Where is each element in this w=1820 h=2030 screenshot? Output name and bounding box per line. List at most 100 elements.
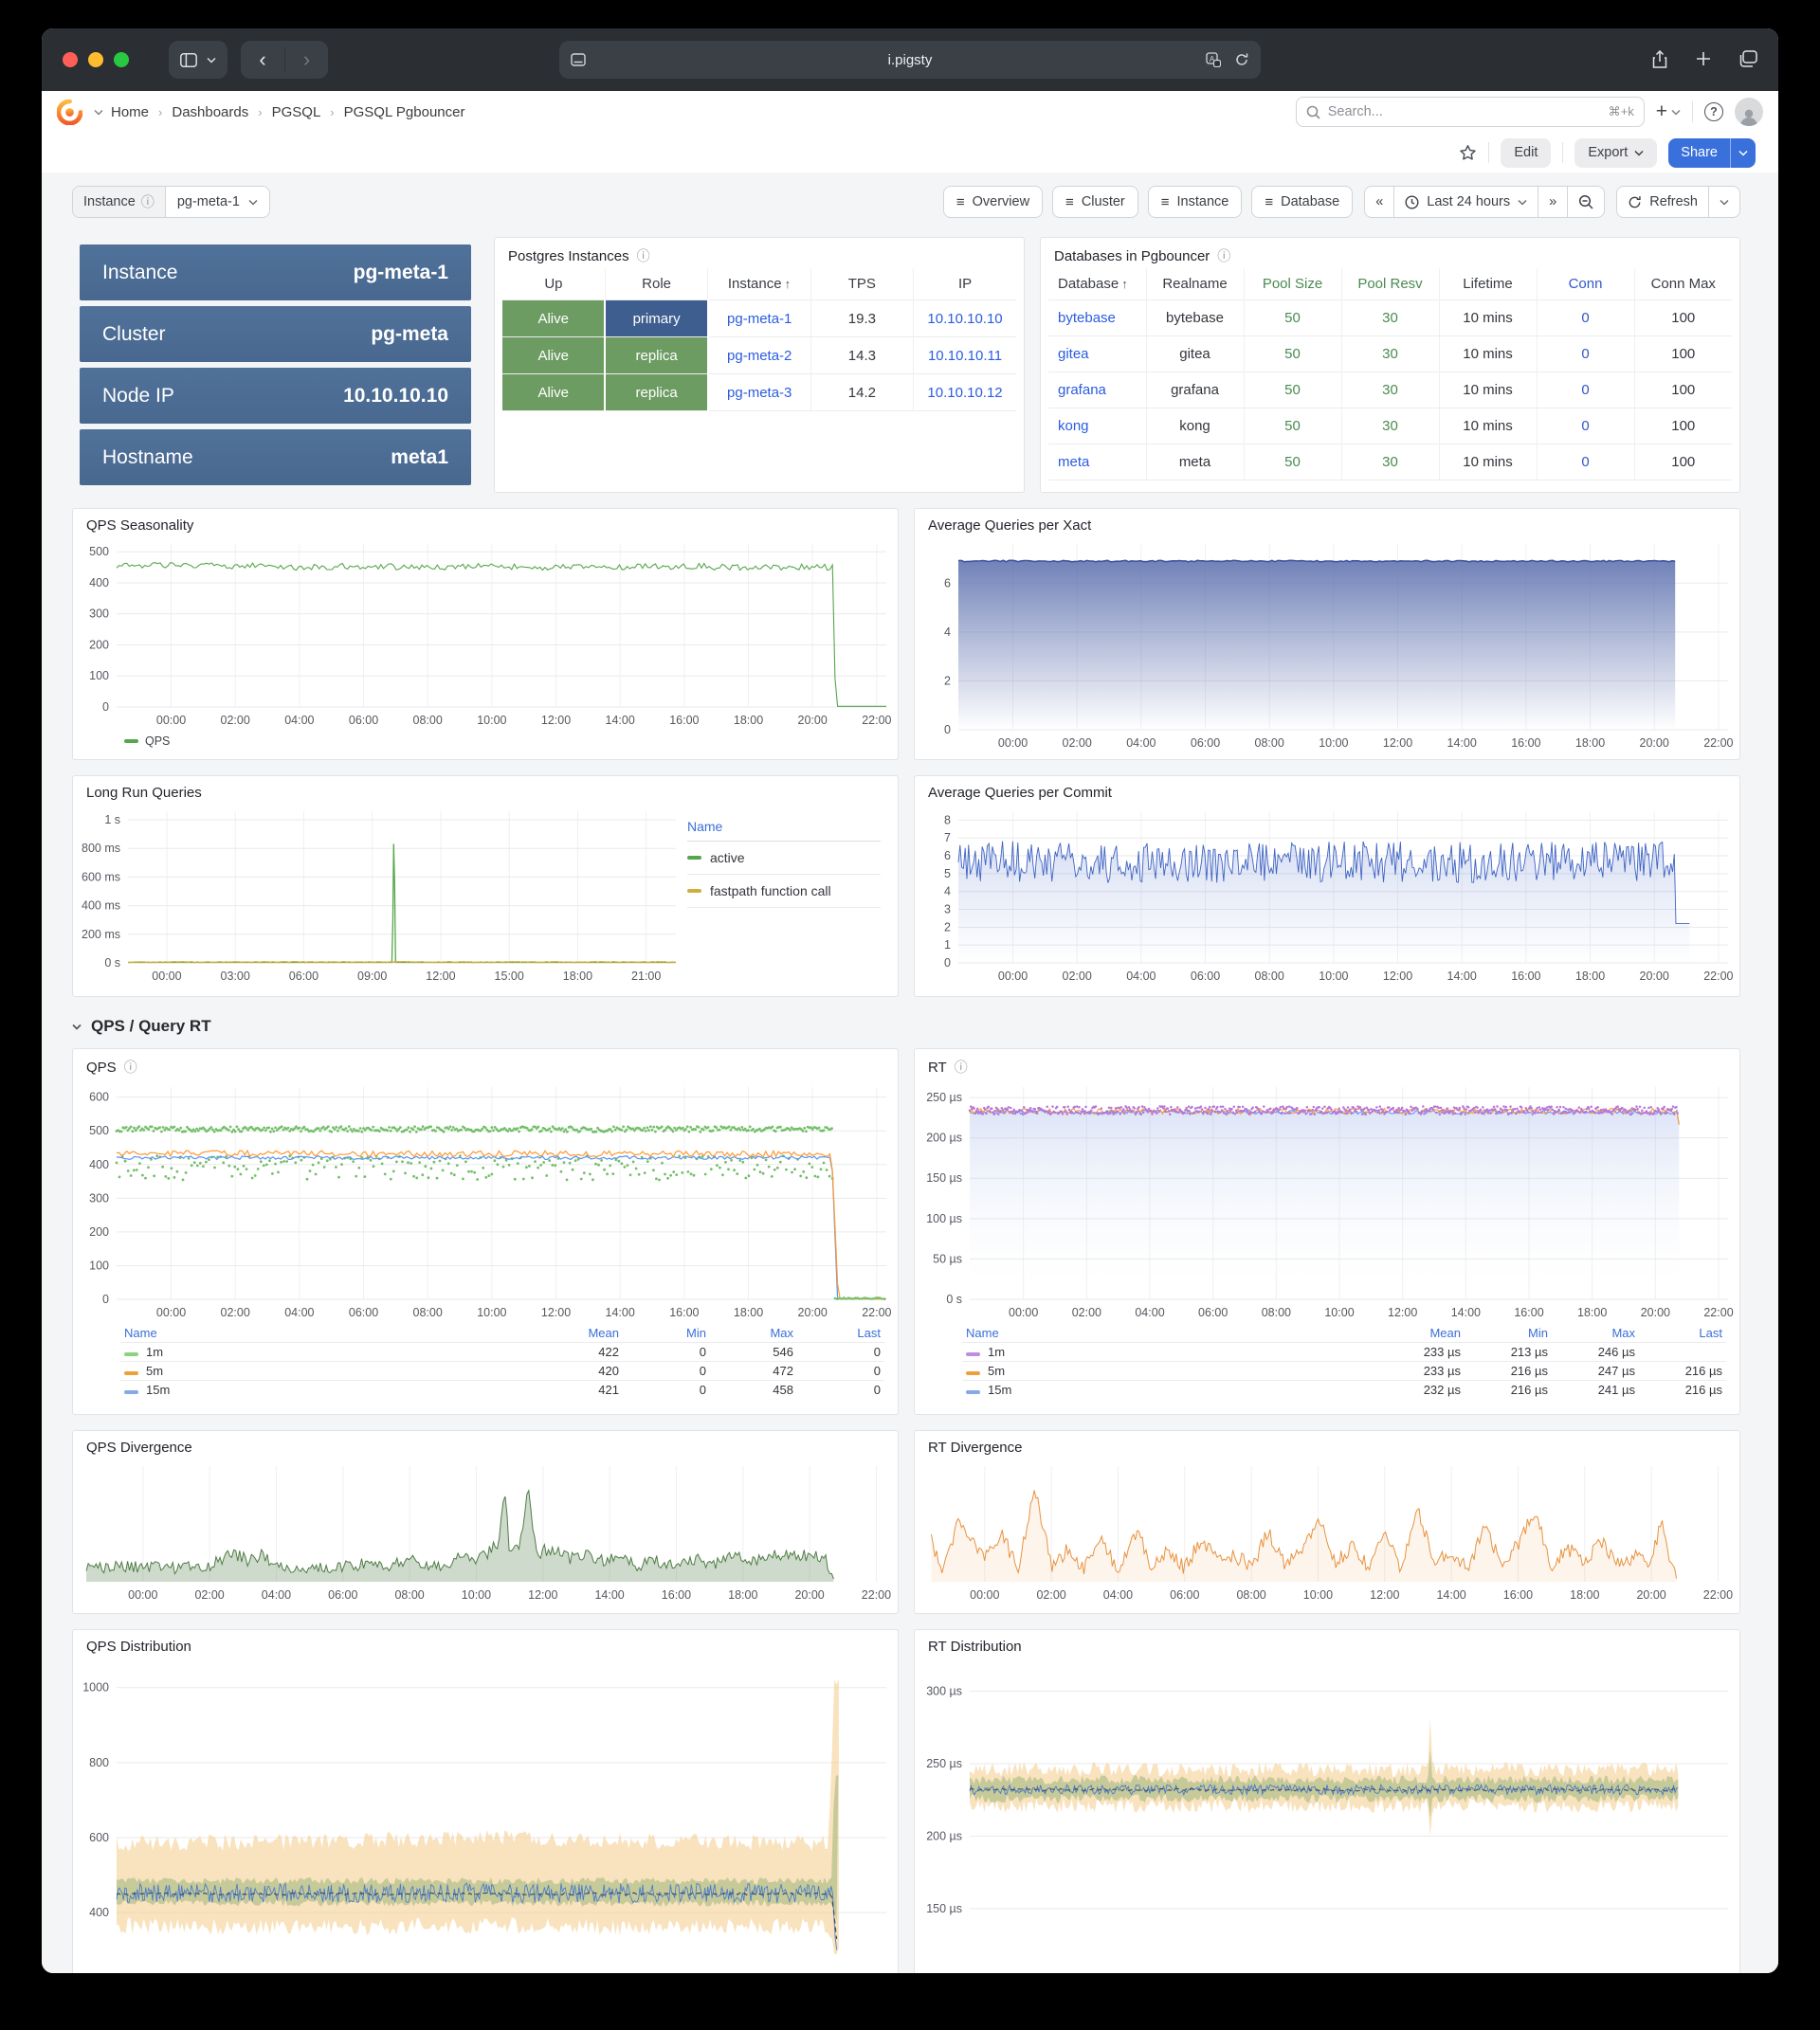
panel-title[interactable]: Average Queries per Xact <box>928 517 1092 534</box>
legend-column-header[interactable]: Mean <box>588 1326 619 1340</box>
export-button[interactable]: Export <box>1574 137 1658 168</box>
table-link[interactable]: 10.10.10.12 <box>927 384 1003 401</box>
legend-item[interactable]: 1m <box>120 1342 536 1362</box>
link-cluster[interactable]: ≡ Cluster <box>1052 186 1138 218</box>
avg-queries-per-xact-chart[interactable]: 00:00 02:00 04:00 06:00 08:00 10:00 12:00 14:00… <box>915 536 1739 754</box>
forward-icon[interactable]: › <box>284 47 328 72</box>
time-shift-forward-button[interactable]: » <box>1538 187 1567 217</box>
column-header[interactable]: Pool Resv <box>1341 268 1440 300</box>
info-icon[interactable]: ⓘ <box>636 248 650 263</box>
legend-item[interactable]: active <box>687 842 881 875</box>
table-link[interactable]: 10.10.10.10 <box>927 310 1003 327</box>
legend-column-header[interactable]: Last <box>857 1326 881 1340</box>
qps-divergence-chart[interactable]: 00:00 02:00 04:00 06:00 08:00 10:00 12:00 14:00… <box>73 1459 898 1606</box>
share-button[interactable]: Share <box>1668 137 1730 168</box>
column-header[interactable]: Database ↑ <box>1048 268 1147 300</box>
rt-chart[interactable]: 00:00 02:00 04:00 06:00 08:00 10:00 12:00 14:00… <box>915 1079 1739 1324</box>
add-menu-button[interactable]: + <box>1656 100 1681 123</box>
table-link[interactable]: bytebase <box>1058 310 1116 326</box>
info-icon[interactable]: ⓘ <box>123 1060 137 1075</box>
breadcrumb-folder[interactable]: PGSQL <box>271 103 321 120</box>
panel-title[interactable]: QPS Distribution <box>86 1639 191 1655</box>
panel-title[interactable]: RT Divergence <box>928 1440 1023 1456</box>
column-header[interactable]: Conn <box>1537 268 1635 300</box>
sidebar-icon[interactable] <box>180 52 197 67</box>
info-icon[interactable]: ⓘ <box>140 194 155 209</box>
edit-button[interactable]: Edit <box>1501 137 1552 168</box>
panel-title[interactable]: Long Run Queries <box>86 785 202 801</box>
zoom-out-icon[interactable] <box>1567 187 1604 217</box>
avatar[interactable] <box>1735 98 1763 126</box>
legend-column-header[interactable]: Min <box>686 1326 706 1340</box>
qps-chart[interactable]: 00:00 02:00 04:00 06:00 08:00 10:00 12:00 14:00… <box>73 1079 898 1324</box>
legend-column-header[interactable]: Name <box>124 1326 157 1340</box>
panel-title[interactable]: QPS Divergence <box>86 1440 192 1456</box>
refresh-button[interactable]: Refresh <box>1617 187 1708 217</box>
back-icon[interactable]: ‹ <box>259 47 266 71</box>
panel-title[interactable]: Average Queries per Commit <box>928 785 1112 801</box>
info-icon[interactable]: ⓘ <box>1217 248 1231 263</box>
minimize-window-button[interactable] <box>88 52 103 67</box>
column-header[interactable]: Lifetime <box>1439 268 1538 300</box>
long-run-queries-chart[interactable]: 00:00 03:00 06:00 09:00 12:00 15:00 18:00 21:00… <box>73 804 687 988</box>
new-tab-icon[interactable] <box>1695 50 1712 67</box>
panel-title[interactable]: RT ⓘ <box>928 1059 968 1076</box>
table-link[interactable]: pg-meta-3 <box>727 384 792 401</box>
panel-title[interactable]: QPS Seasonality <box>86 517 194 534</box>
legend-column-header[interactable]: Last <box>1699 1326 1722 1340</box>
close-window-button[interactable] <box>63 52 78 67</box>
legend-column-header[interactable]: Mean <box>1429 1326 1461 1340</box>
table-link[interactable]: pg-meta-1 <box>727 310 792 327</box>
legend-item[interactable]: fastpath function call <box>687 875 881 908</box>
column-header[interactable]: TPS <box>810 268 915 300</box>
share-menu-button[interactable] <box>1730 137 1756 168</box>
zoom-window-button[interactable] <box>114 52 129 67</box>
link-instance[interactable]: ≡ Instance <box>1147 186 1243 218</box>
row-section-qps-query-rt[interactable]: QPS / Query RT <box>72 1012 1740 1041</box>
address-bar[interactable]: i.pigsty A <box>559 41 1261 79</box>
table-link[interactable]: pg-meta-2 <box>727 347 792 364</box>
info-icon[interactable]: ⓘ <box>954 1060 968 1075</box>
column-header[interactable]: Realname <box>1146 268 1245 300</box>
legend-item[interactable]: 15m <box>120 1380 536 1400</box>
help-icon[interactable]: ? <box>1704 102 1723 121</box>
legend-header[interactable]: Name <box>687 819 881 842</box>
avg-queries-per-commit-chart[interactable]: 00:00 02:00 04:00 06:00 08:00 10:00 12:00 14:00… <box>915 804 1739 988</box>
legend-item[interactable]: 5m <box>962 1361 1377 1381</box>
grafana-logo[interactable] <box>57 99 82 125</box>
column-header[interactable]: Conn Max <box>1650 276 1716 292</box>
table-link[interactable]: gitea <box>1058 346 1089 362</box>
chevron-down-icon[interactable] <box>94 109 103 116</box>
table-link[interactable]: grafana <box>1058 382 1106 398</box>
legend-column-header[interactable]: Max <box>770 1326 793 1340</box>
table-link[interactable]: meta <box>1058 454 1090 470</box>
legend-column-header[interactable]: Name <box>966 1326 999 1340</box>
table-link[interactable]: 10.10.10.11 <box>927 347 1003 364</box>
link-overview[interactable]: ≡ Overview <box>942 186 1044 218</box>
search-input[interactable] <box>1327 104 1601 119</box>
legend-item[interactable]: QPS <box>145 734 171 748</box>
legend-item[interactable]: 1m <box>962 1342 1377 1362</box>
star-icon[interactable] <box>1459 144 1477 161</box>
tab-overview-icon[interactable] <box>1738 50 1757 67</box>
qps-seasonality-chart[interactable]: 00:00 02:00 04:00 06:00 08:00 10:00 12:00 14:00… <box>73 536 898 732</box>
refresh-interval-button[interactable] <box>1708 187 1739 217</box>
panel-title[interactable]: Postgres Instances ⓘ <box>508 247 650 264</box>
table-link[interactable]: kong <box>1058 418 1089 434</box>
column-header[interactable]: Instance ↑ <box>707 268 811 300</box>
qps-distribution-chart[interactable]: 2004006008001000 <box>73 1658 898 1973</box>
translate-icon[interactable]: A <box>1206 52 1221 67</box>
legend-column-header[interactable]: Max <box>1611 1326 1635 1340</box>
column-header[interactable]: Up <box>502 268 606 300</box>
time-range-picker[interactable]: Last 24 hours <box>1393 187 1538 217</box>
breadcrumb-home[interactable]: Home <box>111 103 150 120</box>
reload-icon[interactable] <box>1234 52 1249 67</box>
instance-variable-select[interactable]: pg-meta-1 <box>166 187 269 217</box>
rt-divergence-chart[interactable]: 00:00 02:00 04:00 06:00 08:00 10:00 12:00 14:00… <box>915 1459 1739 1606</box>
legend-item[interactable]: 15m <box>962 1380 1377 1400</box>
link-database[interactable]: ≡ Database <box>1251 186 1354 218</box>
column-header[interactable]: Role <box>605 268 709 300</box>
chevron-down-icon[interactable] <box>207 57 216 63</box>
panel-title[interactable]: RT Distribution <box>928 1639 1022 1655</box>
